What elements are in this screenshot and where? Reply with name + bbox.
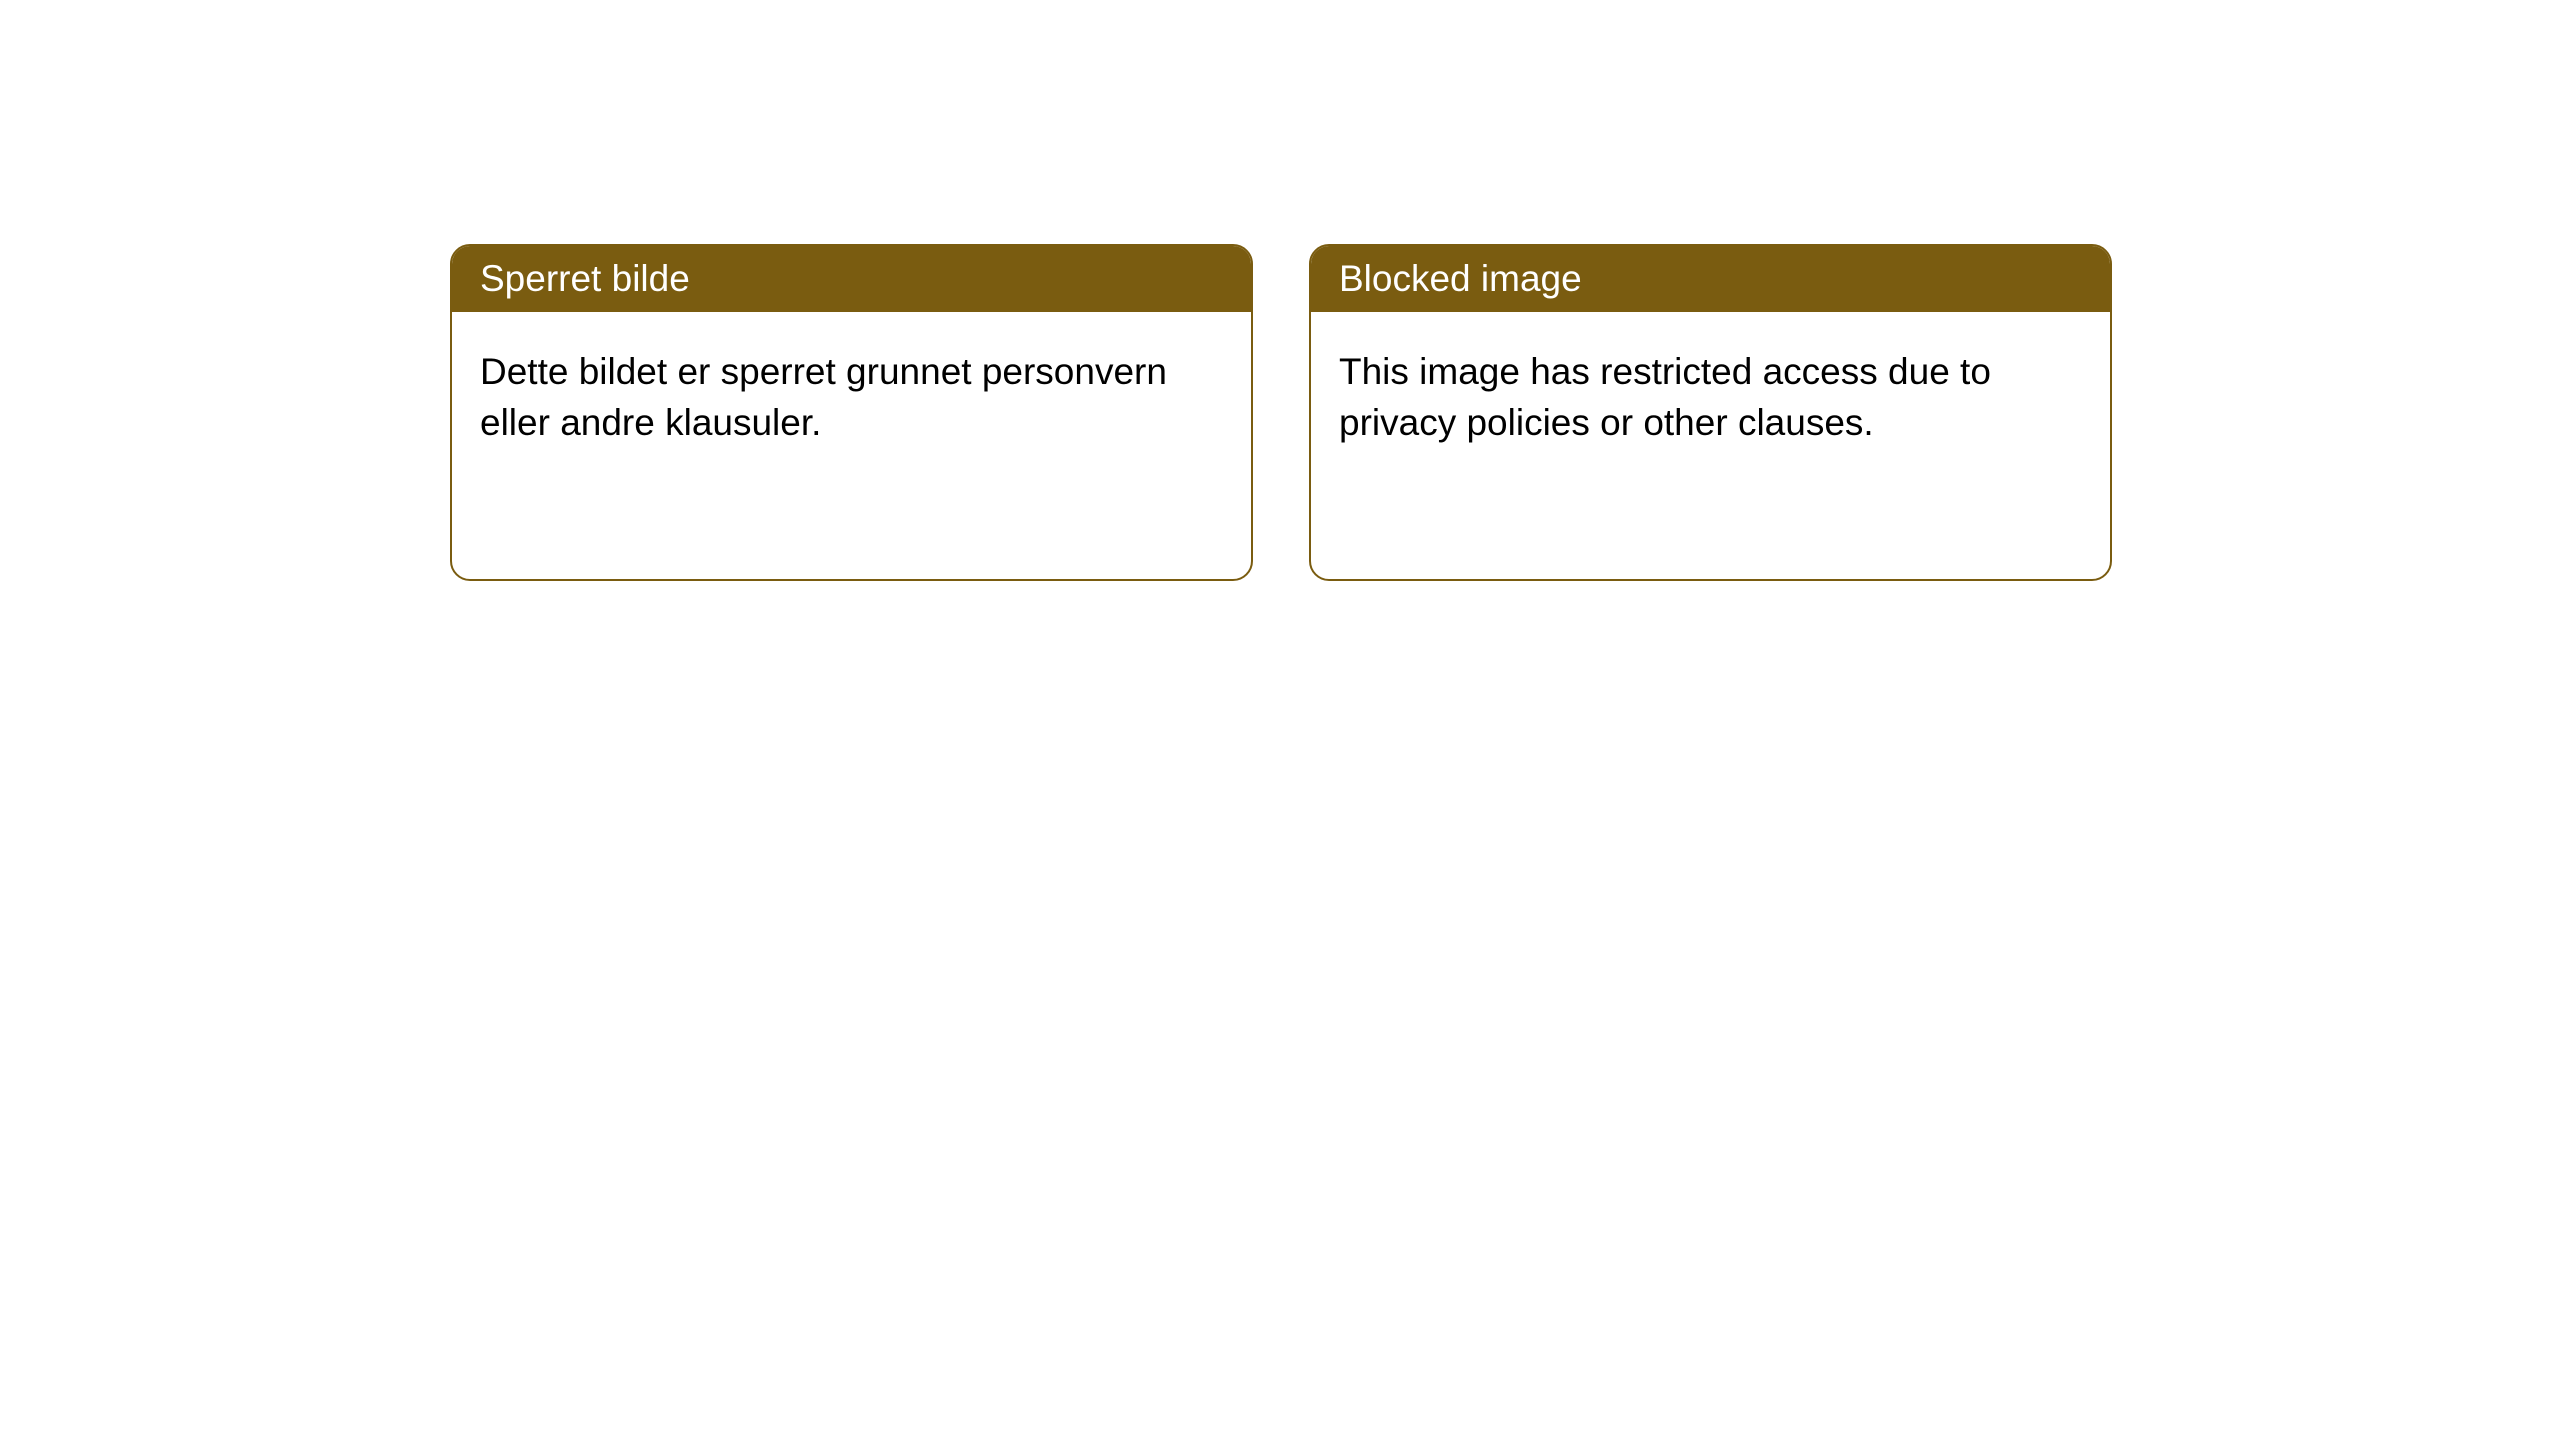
notice-body: This image has restricted access due to … — [1311, 312, 2110, 482]
notice-card-norwegian: Sperret bilde Dette bildet er sperret gr… — [450, 244, 1253, 581]
notice-container: Sperret bilde Dette bildet er sperret gr… — [0, 0, 2560, 581]
notice-card-english: Blocked image This image has restricted … — [1309, 244, 2112, 581]
notice-body: Dette bildet er sperret grunnet personve… — [452, 312, 1251, 482]
notice-header: Sperret bilde — [452, 246, 1251, 312]
notice-header: Blocked image — [1311, 246, 2110, 312]
